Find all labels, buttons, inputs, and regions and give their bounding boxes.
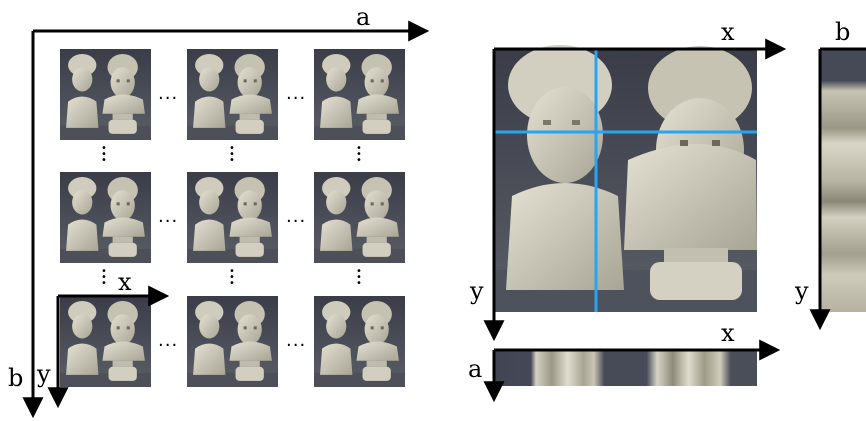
ellipsis-horizontal: ... <box>286 206 307 227</box>
right-axis-y-label: y <box>795 277 809 305</box>
epi-axis-a-label: a <box>468 355 483 383</box>
view-thumbnail <box>60 296 151 387</box>
epi-strip-by <box>820 49 866 312</box>
ellipsis-vertical: • • • <box>229 143 235 166</box>
ellipsis-horizontal: ... <box>286 83 307 104</box>
view-thumbnail <box>314 172 405 263</box>
center-axis-x-label: x <box>721 18 735 46</box>
ellipsis-horizontal: ... <box>158 83 179 104</box>
view-thumbnail <box>187 296 278 387</box>
ellipsis-vertical: • • • <box>101 143 107 166</box>
ellipsis-horizontal: ... <box>286 330 307 351</box>
ellipsis-vertical: • • • <box>229 266 235 289</box>
right-axis-b-label: b <box>835 18 851 46</box>
view-grid <box>60 49 405 387</box>
center-axis-y-label: y <box>470 277 484 305</box>
ellipsis-horizontal: ... <box>158 206 179 227</box>
ellipsis-horizontal: ... <box>158 330 179 351</box>
outer-axis-a-label: a <box>356 3 371 31</box>
view-thumbnail <box>314 49 405 140</box>
ellipsis-vertical: • • • <box>356 143 362 166</box>
inner-axis-x-label: x <box>118 268 132 296</box>
epi-strip-xa <box>494 350 757 386</box>
view-thumbnail <box>187 49 278 140</box>
outer-axis-b-label: b <box>8 364 24 392</box>
epi-axis-x-label: x <box>721 319 735 347</box>
view-thumbnail <box>60 172 151 263</box>
view-thumbnail <box>314 296 405 387</box>
view-thumbnail <box>60 49 151 140</box>
inner-axis-y-label: y <box>37 360 51 388</box>
ellipsis-vertical: • • • <box>101 266 107 289</box>
ellipsis-vertical: • • • <box>356 266 362 289</box>
center-view-image <box>494 45 757 312</box>
view-thumbnail <box>187 172 278 263</box>
